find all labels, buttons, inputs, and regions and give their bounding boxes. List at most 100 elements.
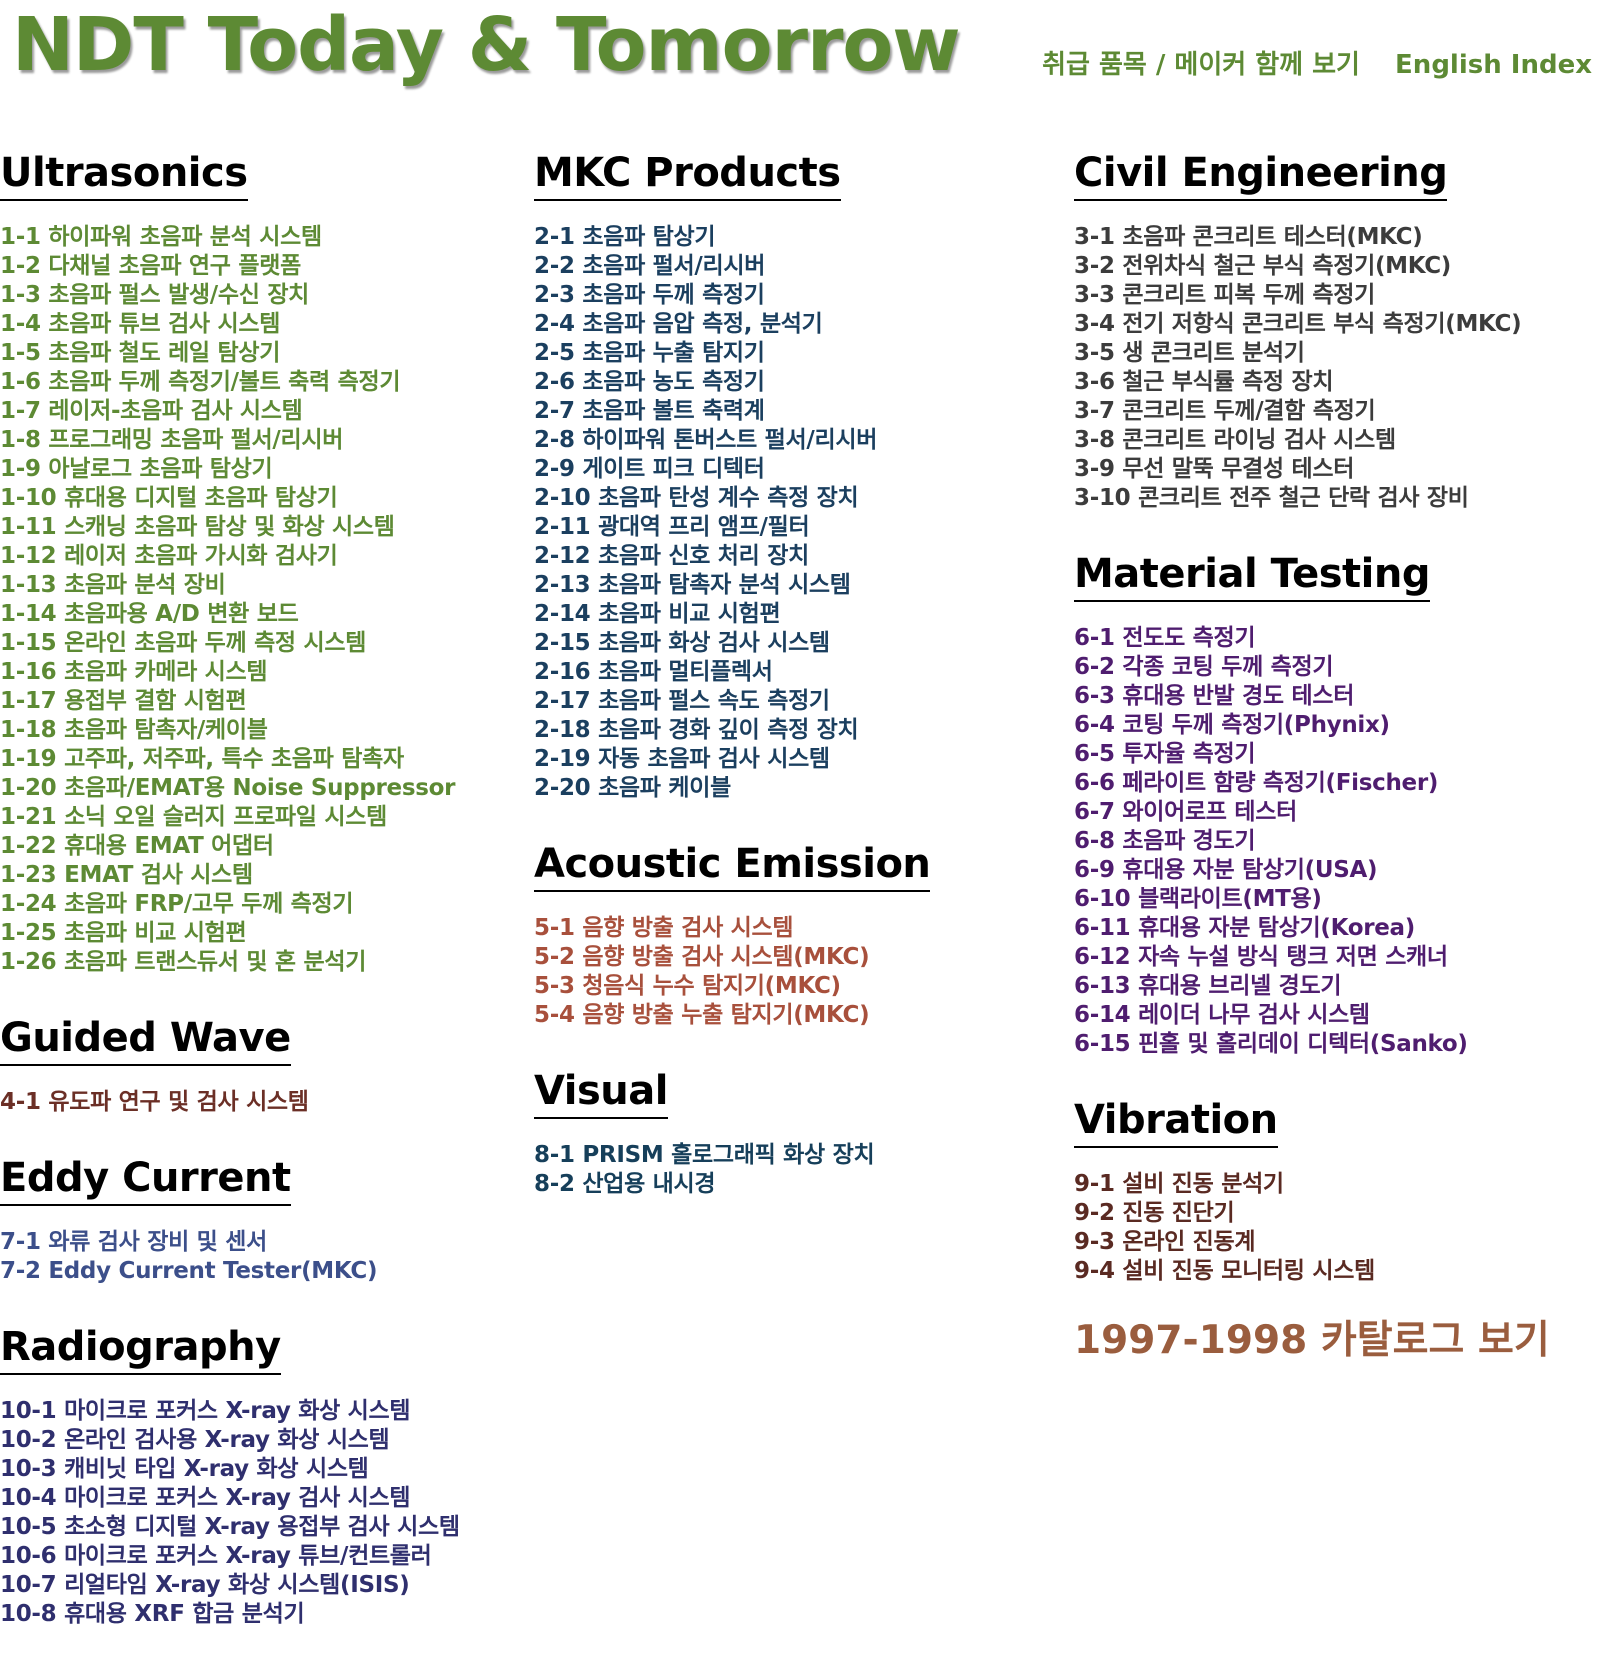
product-link[interactable]: 6-1 전도도 측정기 — [1074, 625, 1256, 651]
item-list-eddy-current: 7-1 와류 검사 장비 및 센서 7-2 Eddy Current Tester… — [0, 1228, 530, 1286]
product-link[interactable]: 10-5 초소형 디지털 X-ray 용접부 검사 시스템 — [0, 1514, 460, 1540]
product-link[interactable]: 6-4 코팅 두께 측정기(Phynix) — [1074, 712, 1390, 738]
product-link[interactable]: 2-8 하이파워 톤버스트 펄서/리시버 — [534, 427, 878, 453]
product-link[interactable]: 1-7 레이저-초음파 검사 시스템 — [0, 398, 303, 424]
product-link[interactable]: 3-8 콘크리트 라이닝 검사 시스템 — [1074, 427, 1396, 453]
product-link[interactable]: 2-12 초음파 신호 처리 장치 — [534, 543, 809, 569]
product-link[interactable]: 3-2 전위차식 철근 부식 측정기(MKC) — [1074, 253, 1452, 279]
product-link[interactable]: 1-16 초음파 카메라 시스템 — [0, 659, 268, 685]
product-link[interactable]: 2-9 게이트 피크 디텍터 — [534, 456, 765, 482]
product-link[interactable]: 6-14 레이더 나무 검사 시스템 — [1074, 1002, 1370, 1028]
product-link[interactable]: 5-2 음향 방출 검사 시스템(MKC) — [534, 944, 870, 970]
product-link[interactable]: 6-2 각종 코팅 두께 측정기 — [1074, 654, 1334, 680]
product-link[interactable]: 2-13 초음파 탐촉자 분석 시스템 — [534, 572, 851, 598]
product-link[interactable]: 5-1 음향 방출 검사 시스템 — [534, 915, 794, 941]
product-link[interactable]: 1-24 초음파 FRP/고무 두께 측정기 — [0, 891, 354, 917]
section-heading-civil-engineering: Civil Engineering — [1074, 148, 1448, 201]
product-link[interactable]: 8-2 산업용 내시경 — [534, 1171, 716, 1197]
product-link[interactable]: 2-15 초음파 화상 검사 시스템 — [534, 630, 830, 656]
product-link[interactable]: 2-5 초음파 누출 탐지기 — [534, 340, 765, 366]
product-link[interactable]: 9-2 진동 진단기 — [1074, 1200, 1235, 1226]
product-link[interactable]: 1-13 초음파 분석 장비 — [0, 572, 226, 598]
product-link[interactable]: 1-25 초음파 비교 시험편 — [0, 920, 247, 946]
product-link[interactable]: 2-17 초음파 펄스 속도 측정기 — [534, 688, 830, 714]
product-link[interactable]: 1-1 하이파워 초음파 분석 시스템 — [0, 224, 322, 250]
product-link[interactable]: 1-26 초음파 트랜스듀서 및 혼 분석기 — [0, 949, 367, 975]
product-link[interactable]: 1-15 온라인 초음파 두께 측정 시스템 — [0, 630, 367, 656]
product-link[interactable]: 6-10 블랙라이트(MT용) — [1074, 886, 1322, 912]
product-link[interactable]: 1-11 스캐닝 초음파 탐상 및 화상 시스템 — [0, 514, 395, 540]
top-links: 취급 품목 / 메이커 함께 보기 English Index — [1012, 44, 1592, 81]
product-link[interactable]: 1-3 초음파 펄스 발생/수신 장치 — [0, 282, 310, 308]
product-link[interactable]: 6-5 투자율 측정기 — [1074, 741, 1256, 767]
product-link[interactable]: 5-3 청음식 누수 탐지기(MKC) — [534, 973, 841, 999]
product-link[interactable]: 2-3 초음파 두께 측정기 — [534, 282, 765, 308]
product-link[interactable]: 3-1 초음파 콘크리트 테스터(MKC) — [1074, 224, 1423, 250]
product-link[interactable]: 2-16 초음파 멀티플렉서 — [534, 659, 773, 685]
product-link[interactable]: 4-1 유도파 연구 및 검사 시스템 — [0, 1089, 309, 1115]
product-link[interactable]: 3-3 콘크리트 피복 두께 측정기 — [1074, 282, 1375, 308]
product-link[interactable]: 10-1 마이크로 포커스 X-ray 화상 시스템 — [0, 1398, 411, 1424]
product-link[interactable]: 2-19 자동 초음파 검사 시스템 — [534, 746, 830, 772]
product-link[interactable]: 7-1 와류 검사 장비 및 센서 — [0, 1229, 267, 1255]
product-link[interactable]: 3-9 무선 말뚝 무결성 테스터 — [1074, 456, 1355, 482]
product-link[interactable]: 1-8 프로그래밍 초음파 펄서/리시버 — [0, 427, 344, 453]
product-link[interactable]: 10-3 캐비닛 타입 X-ray 화상 시스템 — [0, 1456, 369, 1482]
english-index-link[interactable]: English Index — [1395, 50, 1592, 80]
product-link[interactable]: 1-5 초음파 철도 레일 탐상기 — [0, 340, 281, 366]
product-link[interactable]: 6-6 페라이트 함량 측정기(Fischer) — [1074, 770, 1439, 796]
product-link[interactable]: 9-4 설비 진동 모니터링 시스템 — [1074, 1258, 1375, 1284]
product-link[interactable]: 9-1 설비 진동 분석기 — [1074, 1171, 1284, 1197]
product-link[interactable]: 3-6 철근 부식률 측정 장치 — [1074, 369, 1334, 395]
item-list-mkc-products: 2-1 초음파 탐상기 2-2 초음파 펄서/리시버 2-3 초음파 두께 측정기 2… — [534, 223, 1054, 803]
product-link[interactable]: 1-9 아날로그 초음파 탐상기 — [0, 456, 273, 482]
section-radiography: Radiography 10-1 마이크로 포커스 X-ray 화상 시스템 10-… — [0, 1322, 530, 1629]
product-link[interactable]: 1-6 초음파 두께 측정기/볼트 축력 측정기 — [0, 369, 401, 395]
product-link[interactable]: 1-22 휴대용 EMAT 어댑터 — [0, 833, 274, 859]
product-link[interactable]: 1-12 레이저 초음파 가시화 검사기 — [0, 543, 338, 569]
product-link[interactable]: 2-2 초음파 펄서/리시버 — [534, 253, 766, 279]
product-link[interactable]: 8-1 PRISM 홀로그래픽 화상 장치 — [534, 1142, 875, 1168]
product-link[interactable]: 2-10 초음파 탄성 계수 측정 장치 — [534, 485, 859, 511]
maker-index-link[interactable]: 취급 품목 / 메이커 함께 보기 — [1042, 50, 1360, 80]
product-link[interactable]: 1-18 초음파 탐촉자/케이블 — [0, 717, 268, 743]
product-link[interactable]: 1-10 휴대용 디지털 초음파 탐상기 — [0, 485, 338, 511]
product-link[interactable]: 2-7 초음파 볼트 축력계 — [534, 398, 765, 424]
product-link[interactable]: 1-2 다채널 초음파 연구 플랫폼 — [0, 253, 301, 279]
product-link[interactable]: 6-8 초음파 경도기 — [1074, 828, 1256, 854]
catalog-link[interactable]: 1997-1998 카탈로그 보기 — [1074, 1318, 1550, 1363]
product-link[interactable]: 2-20 초음파 케이블 — [534, 775, 731, 801]
product-link[interactable]: 1-23 EMAT 검사 시스템 — [0, 862, 253, 888]
product-link[interactable]: 3-4 전기 저항식 콘크리트 부식 측정기(MKC) — [1074, 311, 1522, 337]
product-link[interactable]: 1-17 용접부 결함 시험편 — [0, 688, 247, 714]
product-link[interactable]: 6-13 휴대용 브리넬 경도기 — [1074, 973, 1342, 999]
product-link[interactable]: 10-2 온라인 검사용 X-ray 화상 시스템 — [0, 1427, 390, 1453]
product-link[interactable]: 10-7 리얼타임 X-ray 화상 시스템(ISIS) — [0, 1572, 410, 1598]
product-link[interactable]: 2-18 초음파 경화 깊이 측정 장치 — [534, 717, 859, 743]
product-link[interactable]: 9-3 온라인 진동계 — [1074, 1229, 1256, 1255]
product-link[interactable]: 3-5 생 콘크리트 분석기 — [1074, 340, 1305, 366]
product-link[interactable]: 6-9 휴대용 자분 탐상기(USA) — [1074, 857, 1378, 883]
product-link[interactable]: 6-15 핀홀 및 홀리데이 디텍터(Sanko) — [1074, 1031, 1468, 1057]
product-link[interactable]: 2-4 초음파 음압 측정, 분석기 — [534, 311, 823, 337]
product-link[interactable]: 5-4 음향 방출 누출 탐지기(MKC) — [534, 1002, 870, 1028]
product-link[interactable]: 10-8 휴대용 XRF 합금 분석기 — [0, 1601, 305, 1627]
product-link[interactable]: 1-14 초음파용 A/D 변환 보드 — [0, 601, 299, 627]
product-link[interactable]: 7-2 Eddy Current Tester(MKC) — [0, 1258, 378, 1284]
product-link[interactable]: 3-10 콘크리트 전주 철근 단락 검사 장비 — [1074, 485, 1469, 511]
product-link[interactable]: 6-7 와이어로프 테스터 — [1074, 799, 1297, 825]
product-link[interactable]: 1-4 초음파 튜브 검사 시스템 — [0, 311, 281, 337]
product-link[interactable]: 2-11 광대역 프리 앰프/필터 — [534, 514, 810, 540]
product-link[interactable]: 6-11 휴대용 자분 탐상기(Korea) — [1074, 915, 1415, 941]
product-link[interactable]: 10-6 마이크로 포커스 X-ray 튜브/컨트롤러 — [0, 1543, 432, 1569]
product-link[interactable]: 2-14 초음파 비교 시험편 — [534, 601, 781, 627]
product-link[interactable]: 1-20 초음파/EMAT용 Noise Suppressor — [0, 775, 456, 801]
product-link[interactable]: 10-4 마이크로 포커스 X-ray 검사 시스템 — [0, 1485, 411, 1511]
product-link[interactable]: 6-3 휴대용 반발 경도 테스터 — [1074, 683, 1355, 709]
product-link[interactable]: 6-12 자속 누설 방식 탱크 저면 스캐너 — [1074, 944, 1448, 970]
product-link[interactable]: 2-1 초음파 탐상기 — [534, 224, 716, 250]
product-link[interactable]: 1-21 소닉 오일 슬러지 프로파일 시스템 — [0, 804, 387, 830]
product-link[interactable]: 3-7 콘크리트 두께/결함 측정기 — [1074, 398, 1376, 424]
product-link[interactable]: 2-6 초음파 농도 측정기 — [534, 369, 765, 395]
product-link[interactable]: 1-19 고주파, 저주파, 특수 초음파 탐촉자 — [0, 746, 404, 772]
